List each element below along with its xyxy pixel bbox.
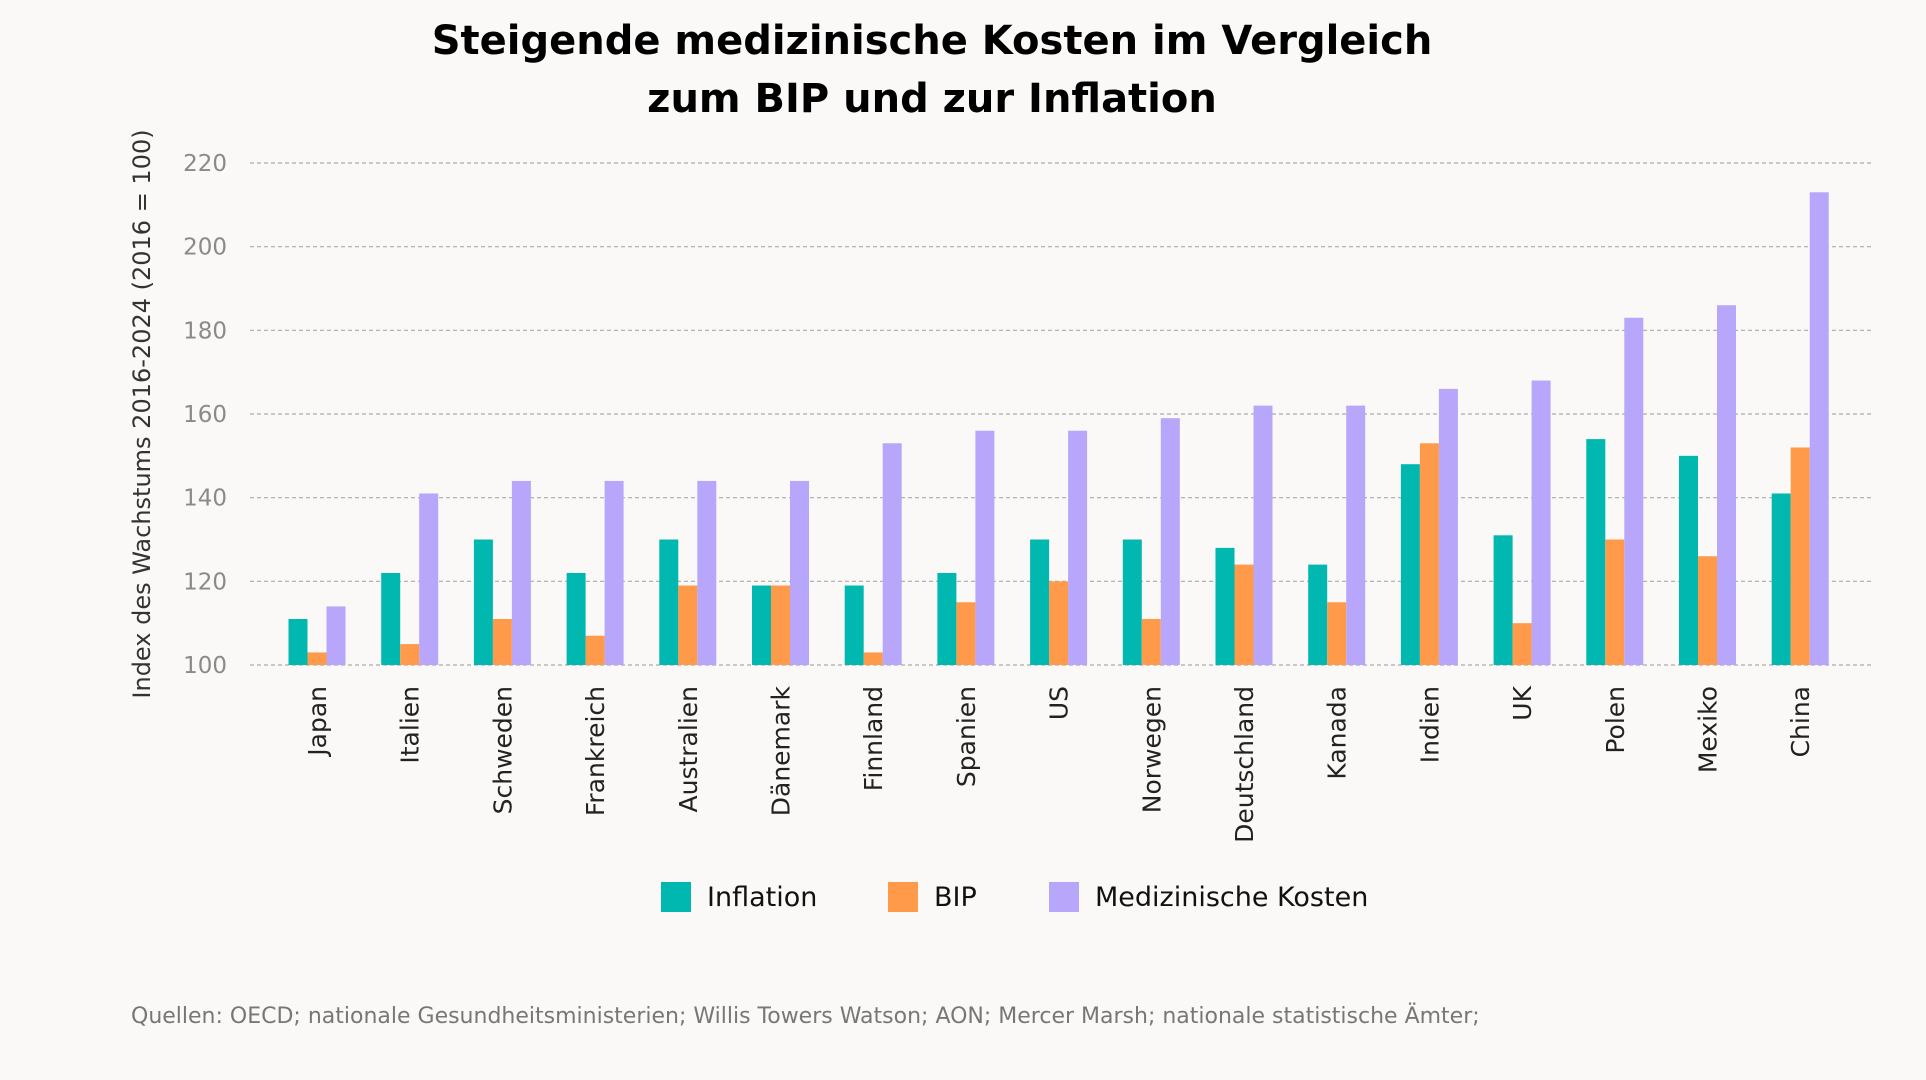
bar-inflation-indien — [1400, 464, 1420, 665]
bar-medizinische-kosten-japan — [326, 606, 346, 665]
bar-inflation-finnland — [844, 585, 864, 665]
bar-medizinische-kosten-kanada — [1346, 405, 1366, 665]
bar-inflation-china — [1771, 493, 1791, 665]
y-tick-label: 160 — [183, 402, 227, 428]
x-tick-label: Schweden — [488, 686, 517, 814]
bar-bip-indien — [1419, 443, 1439, 665]
legend-swatch — [661, 882, 691, 912]
bar-bip-spanien — [956, 602, 976, 665]
source-note: Quellen: OECD; nationale Gesundheitsmini… — [131, 1003, 1480, 1029]
bar-bip-italien — [400, 644, 420, 665]
bar-medizinische-kosten-spanien — [975, 430, 995, 665]
bar-medizinische-kosten-deutschland — [1253, 405, 1273, 665]
bar-inflation-polen — [1586, 439, 1606, 665]
bar-bip-polen — [1605, 539, 1625, 665]
bar-bip-norwegen — [1141, 618, 1161, 665]
x-tick-label: Japan — [303, 686, 332, 758]
bar-inflation-italien — [381, 572, 401, 665]
bar-medizinische-kosten-indien — [1438, 388, 1458, 665]
x-tick-label: UK — [1508, 685, 1537, 720]
bar-bip-australien — [678, 585, 698, 665]
bar-bip-frankreich — [585, 635, 605, 665]
y-axis-label: Index des Wachstums 2016-2024 (2016 = 10… — [128, 129, 156, 698]
x-tick-label: Mexiko — [1694, 686, 1723, 773]
bar-inflation-norwegen — [1122, 539, 1142, 665]
bar-bip-kanada — [1327, 602, 1347, 665]
bar-inflation-australien — [659, 539, 679, 665]
bar-medizinische-kosten-norwegen — [1160, 418, 1180, 665]
bar-medizinische-kosten-polen — [1624, 317, 1644, 665]
bar-bip-japan — [307, 652, 327, 665]
y-tick-label: 180 — [183, 318, 227, 344]
bar-medizinische-kosten-mexiko — [1717, 305, 1736, 665]
bar-inflation-deutschland — [1215, 547, 1235, 665]
bar-bip-finnland — [863, 652, 883, 665]
x-tick-label: Spanien — [952, 686, 981, 787]
x-tick-label: Italien — [396, 686, 425, 764]
gridlines: 100 120 140 160 180 200 220 — [183, 151, 1872, 679]
x-tick-label: Indien — [1415, 686, 1444, 763]
x-tick-label: US — [1045, 686, 1074, 720]
bar-bip-schweden — [492, 618, 512, 665]
x-tick-label: Norwegen — [1137, 686, 1166, 813]
bar-bip-deutschland — [1234, 564, 1254, 665]
legend-swatch — [888, 882, 918, 912]
y-tick-label: 120 — [183, 569, 227, 595]
bar-inflation-schweden — [473, 539, 493, 665]
chart-title-line-2: zum BIP und zur Inflation — [647, 76, 1217, 122]
bar-bip-uk — [1512, 623, 1532, 665]
bar-medizinische-kosten-australien — [697, 480, 717, 665]
x-tick-label: Dänemark — [767, 685, 796, 816]
x-tick-label: Kanada — [1323, 686, 1352, 780]
bar-bip-mexiko — [1698, 556, 1717, 665]
legend-label: Medizinische Kosten — [1095, 882, 1368, 913]
bar-medizinische-kosten-frankreich — [604, 480, 624, 665]
y-tick-label: 100 — [183, 653, 227, 679]
y-tick-label: 200 — [183, 235, 227, 261]
bar-inflation-dänemark — [752, 585, 771, 665]
bars — [288, 192, 1829, 666]
bar-inflation-japan — [288, 618, 308, 665]
bar-bip-china — [1790, 447, 1810, 665]
bar-medizinische-kosten-finnland — [882, 443, 902, 665]
bar-inflation-frankreich — [566, 572, 586, 665]
bar-medizinische-kosten-italien — [419, 493, 439, 665]
y-tick-label: 220 — [183, 151, 227, 177]
legend: Inflation BIP Medizinische Kosten — [661, 882, 1368, 913]
category-labels: Japan Italien Schweden Frankreich Australien… — [303, 685, 1815, 842]
bar-medizinische-kosten-dänemark — [790, 480, 809, 665]
legend-label: BIP — [934, 882, 977, 913]
legend-swatch — [1049, 882, 1079, 912]
bar-inflation-uk — [1493, 535, 1513, 665]
x-tick-label: Australien — [674, 686, 703, 813]
bar-medizinische-kosten-uk — [1531, 380, 1551, 665]
bar-inflation-spanien — [937, 572, 957, 665]
bar-medizinische-kosten-schweden — [511, 480, 531, 665]
y-tick-label: 140 — [183, 486, 227, 512]
bar-inflation-us — [1030, 539, 1050, 665]
bar-inflation-kanada — [1308, 564, 1328, 665]
chart-title-line-1: Steigende medizinische Kosten im Verglei… — [432, 18, 1433, 64]
x-tick-label: China — [1786, 686, 1815, 757]
bar-medizinische-kosten-china — [1809, 192, 1829, 666]
bar-bip-dänemark — [771, 585, 790, 665]
legend-label: Inflation — [707, 882, 817, 913]
x-tick-label: Polen — [1601, 686, 1630, 754]
bar-medizinische-kosten-us — [1068, 430, 1088, 665]
x-tick-label: Finnland — [859, 686, 888, 791]
bar-bip-us — [1049, 581, 1069, 665]
x-tick-label: Deutschland — [1230, 686, 1259, 843]
x-tick-label: Frankreich — [581, 686, 610, 816]
bar-inflation-mexiko — [1679, 455, 1698, 665]
